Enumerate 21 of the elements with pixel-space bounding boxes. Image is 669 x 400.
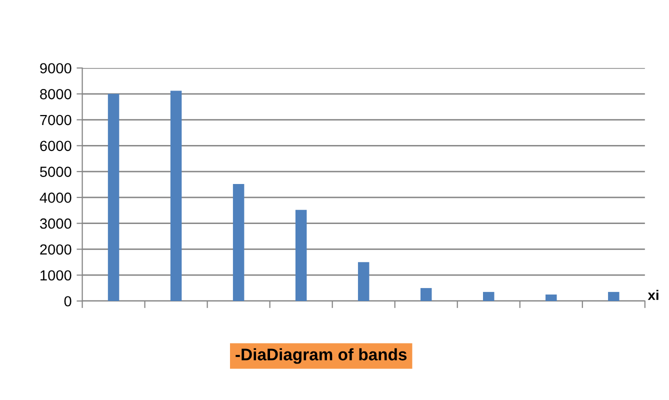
y-tick-label: 2000 bbox=[40, 244, 72, 255]
y-tick-label: 9000 bbox=[40, 63, 72, 74]
bar bbox=[170, 90, 182, 301]
y-tick-label: 0 bbox=[64, 296, 72, 306]
text: -DiaDiagram of bands bbox=[236, 348, 407, 364]
bar bbox=[358, 262, 370, 301]
y-tick-label: 1000 bbox=[40, 270, 72, 281]
bar bbox=[295, 210, 307, 301]
bar bbox=[232, 184, 244, 301]
y-tick-label: 7000 bbox=[40, 114, 72, 126]
y-tick-label: 4000 bbox=[40, 192, 72, 203]
y-tick-label: 5000 bbox=[40, 166, 72, 177]
y-tick-label: 8000 bbox=[40, 88, 72, 100]
bar bbox=[608, 292, 620, 301]
y-tick-label: 3000 bbox=[40, 218, 72, 229]
bar bbox=[546, 294, 557, 301]
bar bbox=[420, 288, 432, 301]
bar bbox=[483, 292, 494, 301]
y-tick-label: 6000 bbox=[40, 140, 72, 152]
x-axis-title: xi bbox=[648, 290, 658, 300]
bar bbox=[108, 94, 120, 301]
